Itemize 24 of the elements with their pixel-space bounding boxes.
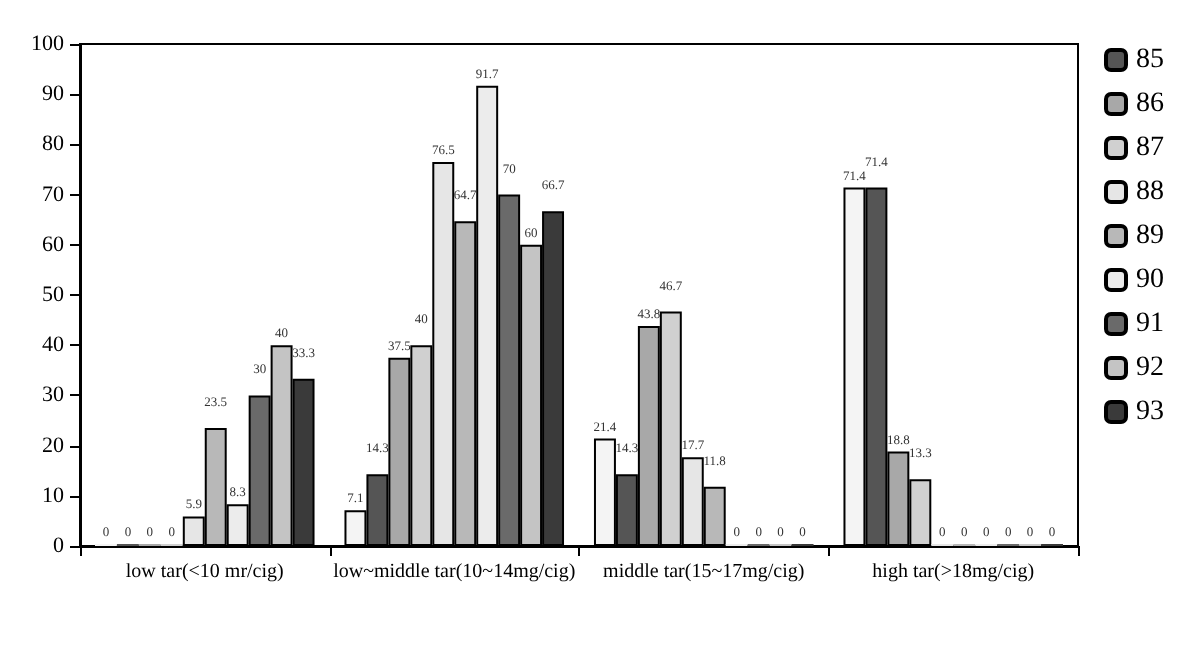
x-tick-label: high tar(>18mg/cig) — [872, 561, 1035, 583]
x-tick-label: middle tar(15~17mg/cig) — [603, 561, 805, 583]
y-tick-label: 50 — [42, 283, 65, 307]
y-tick-label: 60 — [42, 232, 65, 257]
x-tick-label: low tar(<10 mr/cig) — [125, 561, 284, 583]
y-tick-label: 40 — [42, 333, 65, 358]
y-tick-label: 30 — [42, 383, 65, 408]
legend-label: 93 — [1136, 397, 1164, 427]
y-tick-label: 100 — [31, 32, 65, 56]
y-tick-label: 0 — [53, 534, 65, 558]
y-tick-label: 70 — [42, 182, 65, 207]
x-tick-label: low~middle tar(10~14mg/cig) — [333, 561, 576, 583]
legend-label: 88 — [1136, 177, 1164, 207]
y-tick-label: 20 — [42, 433, 65, 458]
y-tick-label: 80 — [42, 132, 65, 157]
legend-label: 85 — [1136, 45, 1164, 75]
y-tick-label: 90 — [42, 82, 65, 107]
legend-label: 92 — [1136, 353, 1164, 383]
legend-label: 86 — [1136, 89, 1164, 119]
y-tick-label: 10 — [42, 483, 65, 508]
legend-label: 87 — [1136, 133, 1164, 163]
legend-label: 89 — [1136, 221, 1164, 251]
legend-label: 91 — [1136, 309, 1164, 339]
legend-label: 90 — [1136, 265, 1164, 295]
